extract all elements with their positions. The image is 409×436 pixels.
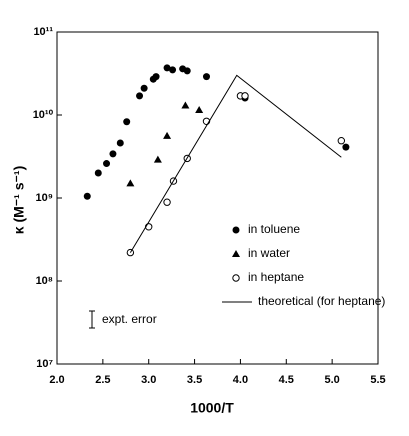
y-tick-label: 10⁷ xyxy=(36,358,53,370)
x-tick-label: 3.0 xyxy=(141,374,156,386)
legend-marker xyxy=(232,274,240,282)
marker xyxy=(123,118,131,126)
annotation: expt. error xyxy=(102,312,157,326)
marker xyxy=(202,73,210,81)
marker xyxy=(337,137,346,145)
marker xyxy=(163,198,171,206)
legend-label: in water xyxy=(248,246,290,260)
marker xyxy=(116,139,124,147)
marker xyxy=(169,66,177,74)
marker xyxy=(163,131,172,139)
legend-label: theoretical (for heptane) xyxy=(258,294,385,308)
x-tick-label: 3.5 xyxy=(187,374,202,386)
marker xyxy=(145,223,153,231)
marker xyxy=(136,92,144,100)
x-tick-label: 4.5 xyxy=(279,374,294,386)
y-tick-label: 10¹¹ xyxy=(33,26,53,38)
marker xyxy=(103,160,111,168)
y-axis-label: κ (M⁻¹ s⁻¹) xyxy=(11,166,27,234)
x-tick-label: 2.5 xyxy=(95,374,110,386)
legend-label: in heptane xyxy=(248,270,304,284)
marker xyxy=(342,143,350,151)
x-axis-label: 1000/T xyxy=(190,400,234,416)
marker xyxy=(140,84,148,92)
legend-label: in toluene xyxy=(248,222,300,236)
legend-marker xyxy=(232,250,240,257)
marker xyxy=(153,155,162,163)
marker xyxy=(183,67,191,75)
theory-line xyxy=(129,74,342,253)
marker xyxy=(126,179,135,187)
marker xyxy=(181,101,190,109)
y-tick-label: 10¹⁰ xyxy=(33,109,54,121)
y-tick-label: 10⁸ xyxy=(36,275,53,287)
marker xyxy=(83,192,91,200)
x-tick-label: 4.0 xyxy=(233,374,248,386)
marker xyxy=(195,105,204,113)
y-tick-label: 10⁹ xyxy=(36,192,53,204)
x-tick-label: 5.0 xyxy=(324,374,339,386)
x-tick-label: 2.0 xyxy=(49,374,64,386)
marker xyxy=(109,150,117,158)
marker xyxy=(94,169,102,177)
marker xyxy=(152,73,160,81)
marker xyxy=(241,92,249,100)
legend-marker xyxy=(232,226,240,234)
x-tick-label: 5.5 xyxy=(370,374,385,386)
error-bar-symbol xyxy=(89,310,95,329)
marker xyxy=(163,64,171,72)
